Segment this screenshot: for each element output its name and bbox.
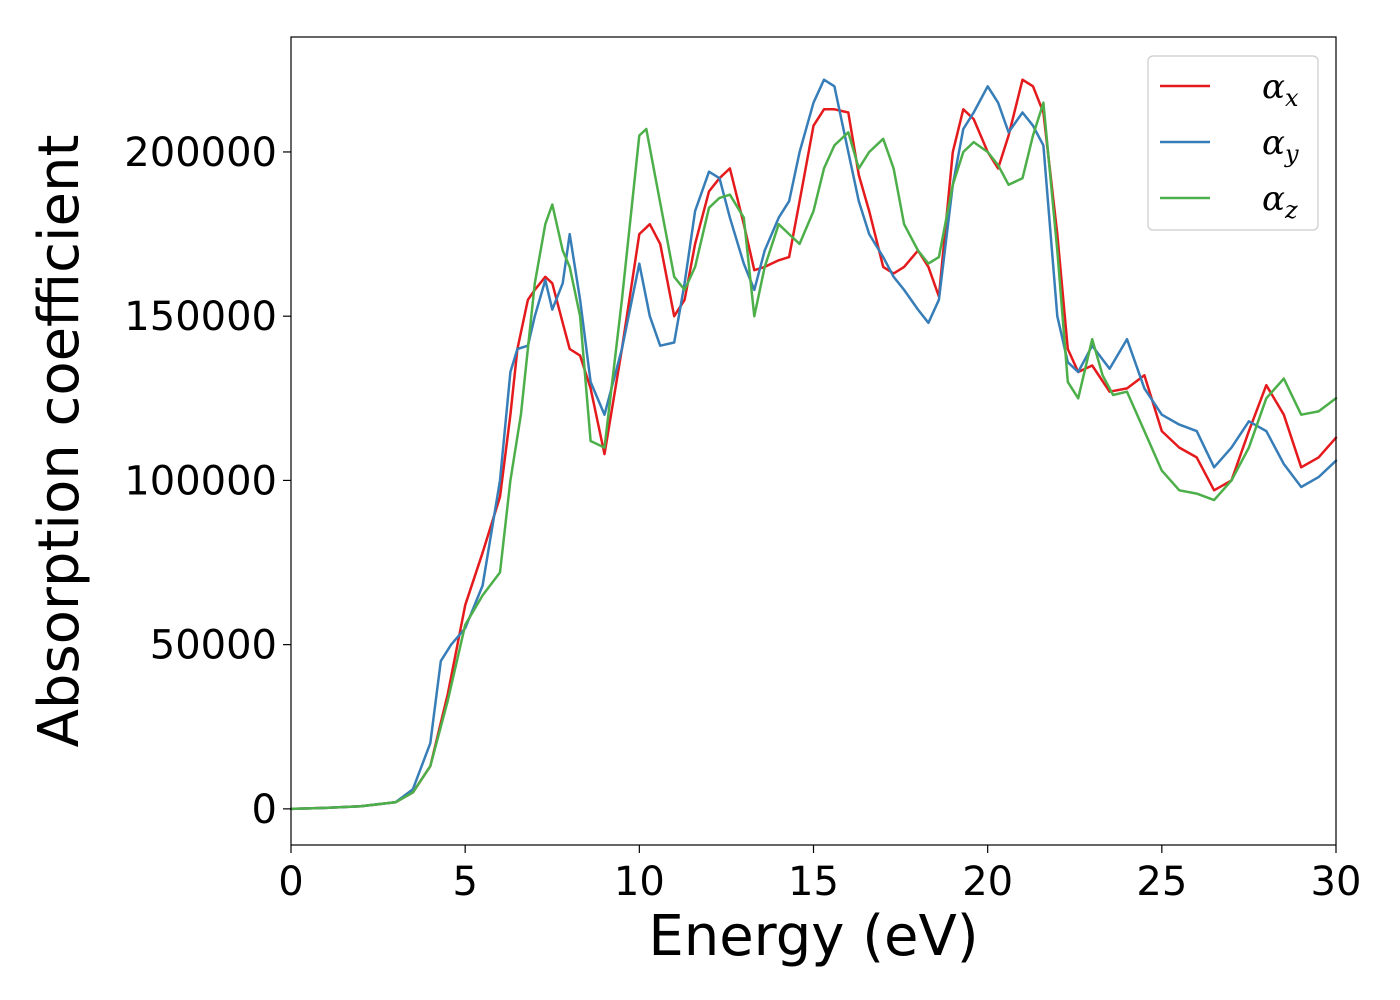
- x-tick-label: 0: [278, 859, 303, 905]
- y-tick-label: 0: [252, 787, 277, 833]
- x-tick-label: 10: [614, 859, 665, 905]
- x-axis-title: Energy (eV): [648, 904, 978, 969]
- legend-label-y: αy: [1262, 123, 1299, 168]
- y-tick-label: 50000: [150, 623, 277, 669]
- y-tick-label: 150000: [124, 294, 277, 340]
- x-tick-label: 15: [788, 859, 839, 905]
- legend-label-x: αx: [1262, 67, 1299, 112]
- series-line-y: [289, 78, 1338, 811]
- legend: αx αy αz: [1147, 55, 1319, 231]
- y-tick-label: 200000: [124, 130, 277, 176]
- x-tick-label: 30: [1311, 859, 1362, 905]
- y-tick-label: 100000: [124, 458, 277, 504]
- y-axis-title: Absorption coefficient: [27, 135, 92, 748]
- x-tick-label: 25: [1136, 859, 1187, 905]
- x-tick-label: 20: [962, 859, 1013, 905]
- y-axis: 0 50000 100000 150000 200000: [124, 130, 291, 833]
- series-line-x: [289, 78, 1338, 811]
- x-axis: 0 5 10 15 20 25 30: [278, 845, 1361, 905]
- series-layer: [289, 78, 1338, 811]
- legend-label-z: αz: [1262, 179, 1298, 224]
- series-line-z: [289, 101, 1338, 811]
- x-tick-label: 5: [452, 859, 477, 905]
- legend-box: [1147, 55, 1319, 231]
